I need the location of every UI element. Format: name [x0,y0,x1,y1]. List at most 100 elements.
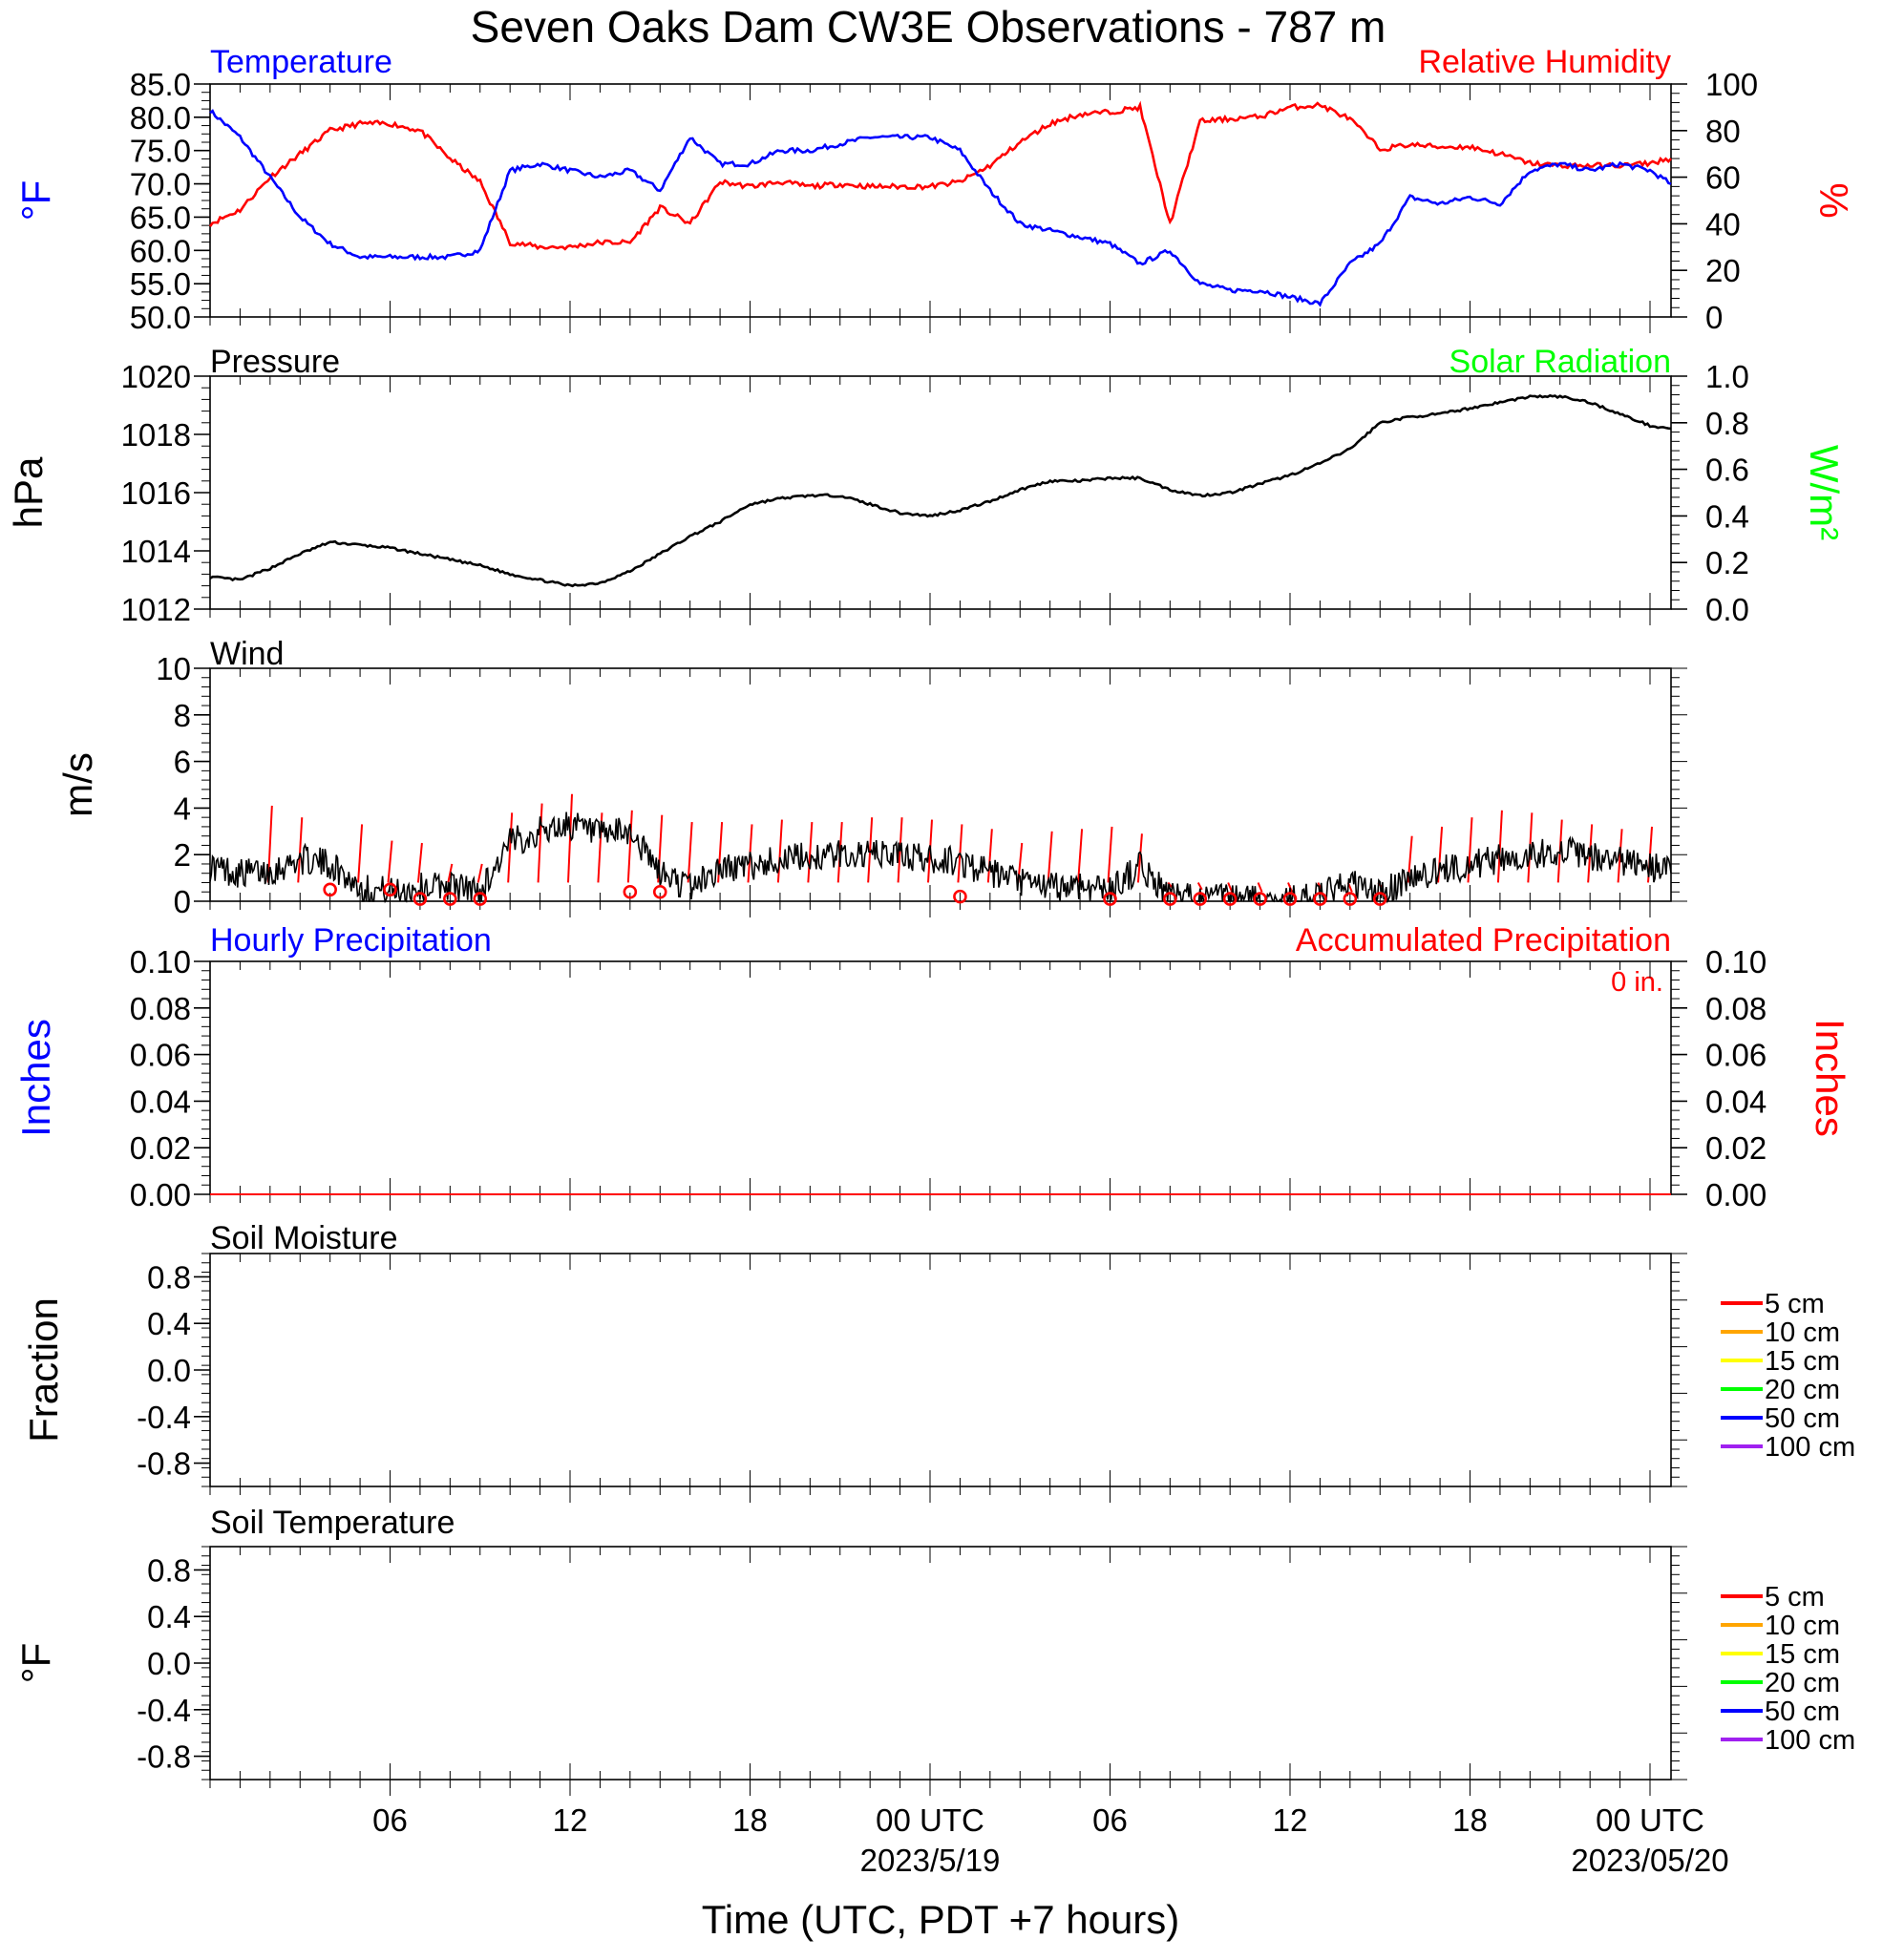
temp-tick-label: 75.0 [130,134,191,169]
wind-gust-mark [1107,826,1113,883]
main-title: Seven Oaks Dam CW3E Observations - 787 m [471,2,1386,52]
hourly-precip-tick-label: 0.06 [130,1038,191,1073]
wind-gust-mark [807,821,814,883]
wind-gust-mark [1496,810,1503,883]
y-ticks-left: 1012 1014 1016 1018 1020 [121,359,210,627]
legend-label: 10 cm [1765,1611,1840,1641]
y-ticks-left: 0.00 0.02 0.04 0.06 0.08 0.10 [130,944,210,1212]
panel-wind: Wind m/s 0 2 4 6 8 10 [55,636,1687,919]
temp-tick-label: 80.0 [130,100,191,136]
x-tick-date: 2023/05/20 [1571,1843,1728,1878]
legend-label: 100 cm [1765,1725,1855,1756]
soil-temp-tick-label: 0.0 [147,1646,191,1681]
y-ticks-right: 0.00 0.02 0.04 0.06 0.08 0.10 [1671,944,1767,1212]
calm-marker [383,882,397,897]
x-tick-label: 12 [1273,1802,1308,1838]
wind-gust-mark [476,863,483,883]
wind-tick-label: 2 [174,837,191,873]
rh-tick-label: 100 [1705,67,1758,102]
x-axis-title: Time (UTC, PDT +7 hours) [702,1897,1180,1942]
soil-moisture-tick-label: 0.0 [147,1353,191,1388]
hourly-precip-tick-label: 0.00 [130,1177,191,1212]
calm-marker [443,892,457,906]
soil-moisture-tick-label: -0.8 [137,1446,191,1482]
ylabel-left: hPa [6,456,51,528]
legend-label: 5 cm [1765,1582,1825,1612]
legend-label: 5 cm [1765,1289,1825,1319]
x-tick-label: 00 UTC [1596,1802,1704,1838]
wind-gust-mark [387,840,393,883]
calm-marker [323,882,337,897]
panel-temp-rh: Temperature Relative Humidity °F % 50.05… [13,44,1856,335]
wind-gust-mark [626,810,633,883]
x-tick-labels: 06 12 18 00 UTC 2023/5/19 06 12 18 00 UTC 2023/05… [372,1802,1728,1878]
soil-temp-tick-label: -0.8 [137,1739,191,1775]
wind-gust-mark [687,821,693,883]
soil-temp-tick-label: 0.4 [147,1599,191,1634]
hourly-precip-tick-label: 0.02 [130,1130,191,1166]
wind-gust-mark [507,812,514,883]
solar-tick-label: 0.2 [1705,545,1749,580]
wind-gust-mark [567,793,574,883]
calm-marker [1313,892,1327,906]
ylabel-left: Fraction [21,1297,66,1443]
accum-precip-tick-label: 0.04 [1705,1084,1767,1119]
accum-precip-tick-label: 0.02 [1705,1130,1767,1166]
wind-gust-mark [416,842,423,883]
pressure-tick-label: 1020 [121,359,191,394]
solar-tick-label: 0.6 [1705,453,1749,488]
panel-title-right: Relative Humidity [1418,44,1671,80]
y-ticks-right: 0.0 0.2 0.4 0.6 0.8 1.0 [1671,359,1749,627]
temp-tick-label: 60.0 [130,233,191,268]
x-ticks [209,84,1651,333]
wind-gust-mark [297,817,304,883]
x-tick-date: 2023/5/19 [860,1843,1001,1878]
solar-tick-label: 1.0 [1705,359,1749,394]
y-ticks-left: -0.8 -0.4 0.0 0.4 0.8 [137,1253,210,1487]
wind-gust-mark [986,829,993,883]
rh-tick-label: 20 [1705,253,1741,288]
soil-temp-tick-label: -0.4 [137,1693,191,1728]
calm-marker [1103,892,1117,906]
wind-gust-mark [1136,833,1143,883]
legend-label: 10 cm [1765,1317,1840,1348]
ylabel-right: % [1811,182,1856,218]
legend-label: 20 cm [1765,1375,1840,1405]
temp-tick-label: 70.0 [130,167,191,202]
ylabel-left: °F [13,180,58,221]
calm-marker [1163,892,1177,906]
panel-title-left: Temperature [210,44,392,80]
rh-tick-label: 40 [1705,206,1741,242]
accum-precip-tick-label: 0.00 [1705,1177,1767,1212]
y-ticks-right [1671,667,1687,902]
wind-gust-mark [1167,881,1174,888]
pressure-tick-label: 1014 [121,534,191,569]
wind-gust-mark [1047,831,1053,883]
panel-title-right: Solar Radiation [1449,344,1671,380]
x-tick-label: 06 [1092,1802,1128,1838]
wind-speed-line [209,811,1672,904]
pressure-tick-label: 1016 [121,475,191,511]
panel-frame [209,960,1672,1195]
wind-tick-label: 4 [174,790,191,826]
humidity-line [208,100,1672,251]
y-ticks-left: -0.8 -0.4 0.0 0.4 0.8 [137,1546,210,1781]
rh-tick-label: 60 [1705,160,1741,196]
ylabel-right: Inches [1808,1019,1852,1137]
legend-label: 20 cm [1765,1668,1840,1698]
y-ticks-left: 50.055.060.065.070.075.080.085.0 [130,67,210,335]
wind-gust-mark [1257,882,1263,893]
accum-precip-tick-label: 0.10 [1705,944,1767,980]
panel-title-left: Wind [210,636,284,672]
accumulated-total: 0 in. [1611,967,1663,998]
x-tick-label: 18 [732,1802,768,1838]
y-ticks-right [1671,1546,1687,1781]
temperature-line [209,109,1672,307]
x-ticks [209,1547,1651,1796]
panel-title-left: Soil Temperature [210,1505,455,1541]
wind-gust-mark [1077,829,1084,883]
y-ticks-right: 0 20 40 60 80 100 [1671,67,1758,335]
calm-marker [652,884,667,899]
